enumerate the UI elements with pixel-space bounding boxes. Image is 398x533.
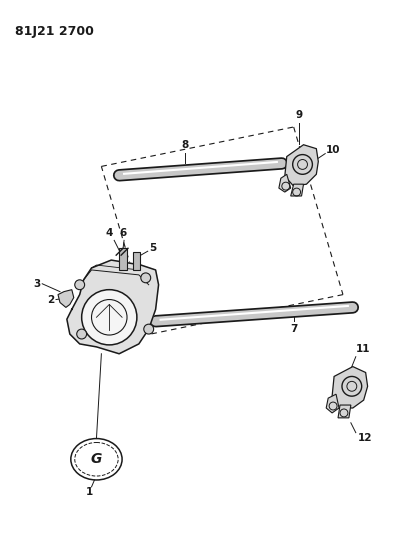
Polygon shape bbox=[338, 405, 351, 418]
Circle shape bbox=[82, 289, 137, 345]
Circle shape bbox=[77, 329, 87, 339]
Polygon shape bbox=[279, 174, 291, 192]
Text: 1: 1 bbox=[86, 487, 93, 497]
Text: 10: 10 bbox=[326, 144, 341, 155]
Circle shape bbox=[75, 280, 85, 289]
Text: G: G bbox=[91, 453, 102, 466]
Text: 7: 7 bbox=[290, 324, 297, 334]
Text: 81J21 2700: 81J21 2700 bbox=[15, 26, 94, 38]
Text: 12: 12 bbox=[358, 433, 372, 442]
Text: 6: 6 bbox=[119, 229, 127, 238]
Polygon shape bbox=[67, 260, 158, 354]
Circle shape bbox=[144, 324, 154, 334]
Text: 11: 11 bbox=[356, 344, 370, 354]
Text: 4: 4 bbox=[105, 229, 113, 238]
Polygon shape bbox=[326, 394, 339, 413]
Polygon shape bbox=[58, 289, 74, 308]
Polygon shape bbox=[332, 367, 368, 408]
Circle shape bbox=[141, 273, 151, 283]
Bar bbox=[133, 252, 140, 270]
Text: 9: 9 bbox=[295, 110, 302, 120]
Polygon shape bbox=[285, 145, 318, 186]
Text: 2: 2 bbox=[47, 295, 54, 304]
Polygon shape bbox=[291, 184, 304, 196]
Text: 5: 5 bbox=[149, 243, 156, 253]
Bar bbox=[119, 248, 127, 270]
Text: 3: 3 bbox=[33, 279, 40, 289]
Text: 8: 8 bbox=[181, 140, 189, 150]
